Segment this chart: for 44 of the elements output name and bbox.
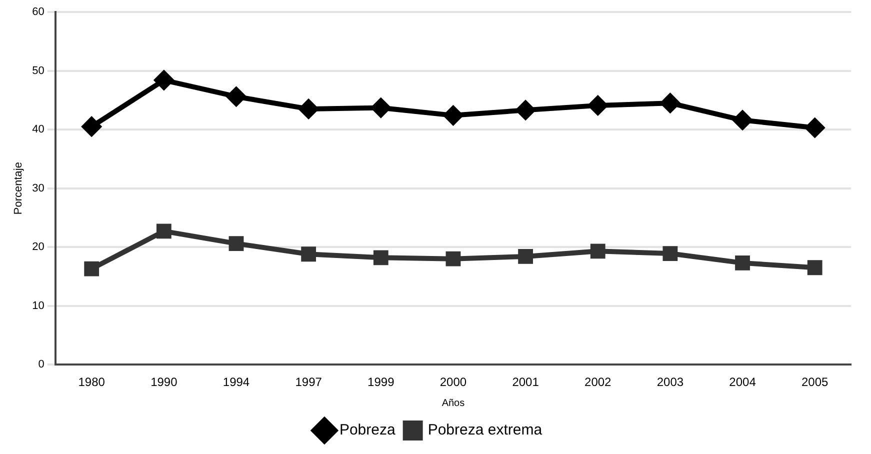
point <box>662 246 678 261</box>
x-axis-title: Años <box>442 398 465 409</box>
y-tick-label: 40 <box>32 124 44 136</box>
x-tick-label: 1990 <box>150 375 178 390</box>
x-tick-label: 2000 <box>440 375 467 390</box>
point <box>590 244 606 259</box>
y-tick-label: 10 <box>32 300 44 312</box>
x-tick-label: 1980 <box>78 375 106 390</box>
x-tick-label: 1997 <box>295 375 322 390</box>
point <box>735 255 750 270</box>
y-axis-title: Porcentaje <box>12 162 25 215</box>
point <box>733 110 752 130</box>
point <box>82 117 102 136</box>
point <box>228 236 244 251</box>
x-tick-label: 2005 <box>801 375 829 390</box>
y-tick-label: 20 <box>32 241 44 254</box>
point <box>226 87 246 106</box>
y-tick-label: 50 <box>32 64 44 77</box>
x-tick-label: 2003 <box>656 375 684 390</box>
point <box>84 261 100 276</box>
x-tick-label: 1994 <box>222 375 250 390</box>
legend-label: Pobreza <box>339 422 396 439</box>
point <box>371 98 390 118</box>
point <box>588 96 608 115</box>
point <box>156 224 172 239</box>
x-tick-label: 1999 <box>368 375 395 390</box>
point <box>807 260 822 276</box>
point <box>444 106 463 125</box>
point <box>301 246 316 262</box>
y-tick-label: 60 <box>32 6 44 18</box>
legend-label: Pobreza extrema <box>428 422 543 439</box>
point <box>660 94 680 113</box>
y-tick-label: 30 <box>32 182 44 194</box>
x-tick-label: 2001 <box>512 375 540 390</box>
x-tick-label: 2002 <box>584 375 612 390</box>
point <box>446 251 461 266</box>
point <box>373 250 388 266</box>
point <box>516 100 536 120</box>
point <box>299 99 318 118</box>
point <box>154 70 174 90</box>
point <box>805 118 824 138</box>
point <box>518 249 533 264</box>
x-tick-label: 2004 <box>729 375 756 390</box>
y-tick-label: 0 <box>38 358 44 371</box>
